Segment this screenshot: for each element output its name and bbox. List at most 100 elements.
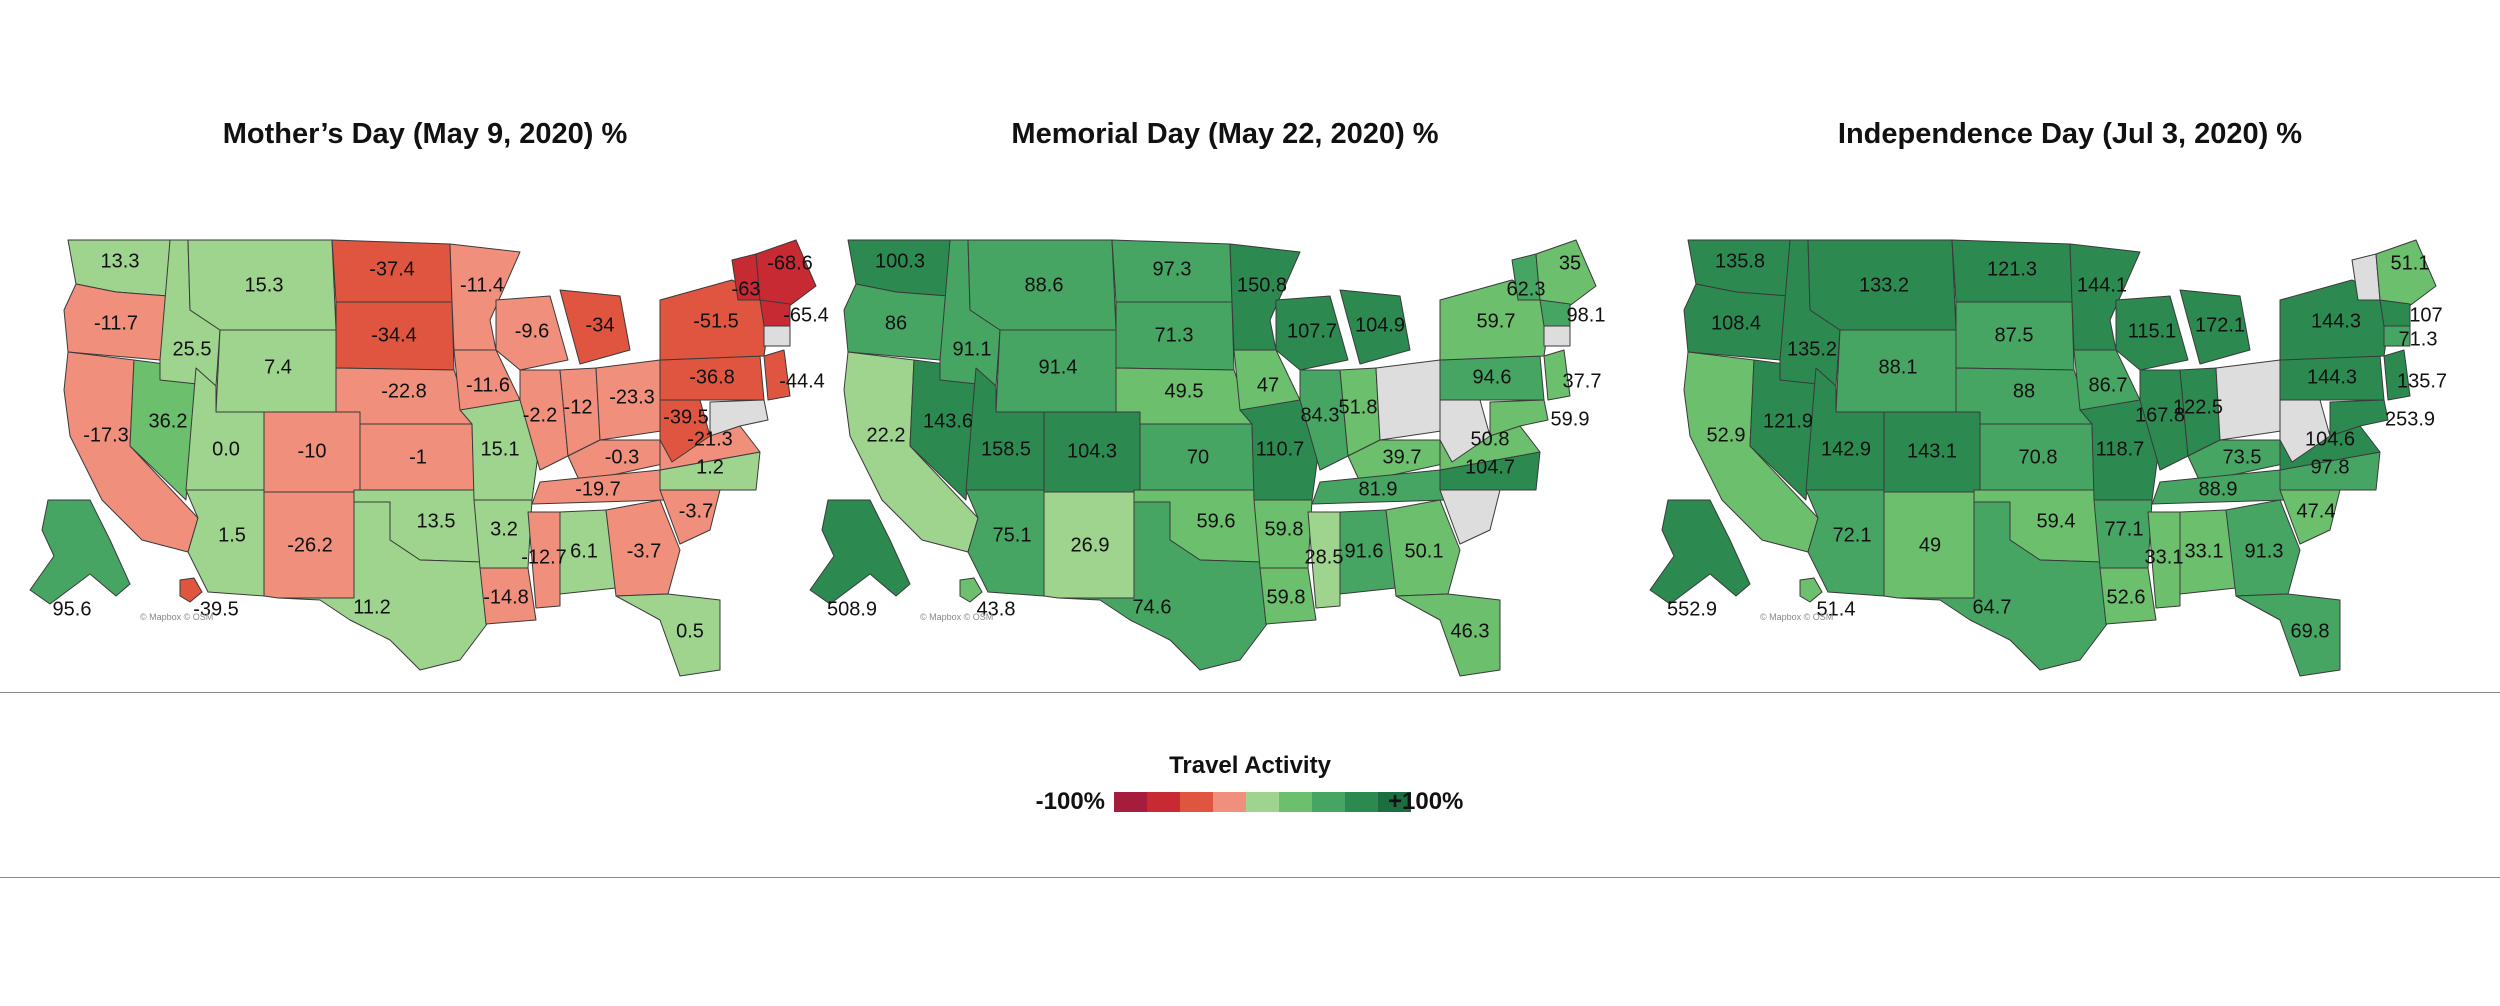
value-label-ks: 70.8 xyxy=(2019,446,2058,468)
state-me[interactable] xyxy=(2375,239,2437,317)
value-label-il: 167.8 xyxy=(2135,404,2185,426)
state-wi[interactable] xyxy=(1275,295,1349,371)
state-ga[interactable] xyxy=(605,499,681,597)
state-fl[interactable] xyxy=(2235,593,2341,677)
value-label-nj: -44.4 xyxy=(779,370,825,392)
state-me[interactable] xyxy=(1535,239,1597,317)
state-il[interactable] xyxy=(2139,369,2189,471)
value-label-ar: 3.2 xyxy=(490,518,518,540)
value-label-ut: 0.0 xyxy=(212,438,240,460)
value-label-nm: -26.2 xyxy=(287,534,333,556)
value-label-mn: 150.8 xyxy=(1237,274,1287,296)
legend-swatch-2 xyxy=(1147,792,1180,812)
state-hi[interactable] xyxy=(179,577,203,603)
state-hi[interactable] xyxy=(959,577,983,603)
state-md[interactable] xyxy=(1489,399,1549,437)
state-mi[interactable] xyxy=(559,289,631,365)
value-label-or: -11.7 xyxy=(94,312,138,334)
state-ma[interactable] xyxy=(1539,299,1571,327)
legend-swatch-1 xyxy=(1114,792,1147,812)
state-fl[interactable] xyxy=(615,593,721,677)
state-ct[interactable] xyxy=(763,325,791,347)
value-label-wy: 7.4 xyxy=(264,356,292,378)
value-label-in: -12 xyxy=(564,396,593,418)
value-label-va: 104.6 xyxy=(2305,428,2355,450)
value-label-nv: 143.6 xyxy=(923,410,973,432)
value-label-nd: -37.4 xyxy=(369,258,415,280)
value-label-hi: 43.8 xyxy=(977,598,1016,620)
state-mi[interactable] xyxy=(1339,289,1411,365)
map-attribution: © Mapbox © OSM xyxy=(1760,612,1833,622)
value-label-tx: 74.6 xyxy=(1133,596,1172,618)
state-ak[interactable] xyxy=(29,499,131,605)
state-ct[interactable] xyxy=(2383,325,2411,347)
value-label-hi: -39.5 xyxy=(193,598,239,620)
legend-max-label: +100% xyxy=(1388,788,1464,815)
state-ga[interactable] xyxy=(2225,499,2301,597)
value-label-nj: 135.7 xyxy=(2397,370,2447,392)
legend-swatch-6 xyxy=(1279,792,1312,812)
state-nj[interactable] xyxy=(2383,349,2411,401)
state-fl[interactable] xyxy=(1395,593,1501,677)
state-ms[interactable] xyxy=(1307,511,1341,609)
value-label-tx: 64.7 xyxy=(1973,596,2012,618)
value-label-md: 59.9 xyxy=(1551,408,1590,430)
map-attribution: © Mapbox © OSM xyxy=(920,612,993,622)
state-ak[interactable] xyxy=(809,499,911,605)
value-label-ar: 59.8 xyxy=(1265,518,1304,540)
choropleth-map-independence-day: 135.8 108.4 52.9 121.9 135.2 133.2 88.1 142.9 72… xyxy=(1649,239,2447,677)
state-nj[interactable] xyxy=(1543,349,1571,401)
state-la[interactable] xyxy=(479,567,537,625)
value-label-mi: -34 xyxy=(586,314,615,336)
state-ms[interactable] xyxy=(2147,511,2181,609)
value-label-wi: -9.6 xyxy=(515,320,549,342)
state-md[interactable] xyxy=(709,399,769,437)
value-label-mt: 88.6 xyxy=(1025,274,1064,296)
value-label-nc: 104.7 xyxy=(1465,456,1515,478)
value-label-ak: 552.9 xyxy=(1667,598,1717,620)
value-label-az: 75.1 xyxy=(993,524,1032,546)
state-oh[interactable] xyxy=(1375,359,1449,441)
value-label-ga: -3.7 xyxy=(627,540,661,562)
state-il[interactable] xyxy=(519,369,569,471)
state-il[interactable] xyxy=(1299,369,1349,471)
state-wi[interactable] xyxy=(495,295,569,371)
value-label-ca: 22.2 xyxy=(867,424,906,446)
value-label-wi: 107.7 xyxy=(1287,320,1337,342)
state-mi[interactable] xyxy=(2179,289,2251,365)
value-label-ne: -22.8 xyxy=(381,380,427,402)
value-label-in: 122.5 xyxy=(2173,396,2223,418)
state-wi[interactable] xyxy=(2115,295,2189,371)
value-label-ca: 52.9 xyxy=(1707,424,1746,446)
value-label-mt: 133.2 xyxy=(1859,274,1909,296)
state-md[interactable] xyxy=(2329,399,2389,437)
state-hi[interactable] xyxy=(1799,577,1823,603)
state-la[interactable] xyxy=(2099,567,2157,625)
state-ct[interactable] xyxy=(1543,325,1571,347)
value-label-ok: 59.6 xyxy=(1197,510,1236,532)
value-label-mn: 144.1 xyxy=(2077,274,2127,296)
value-label-nj: 37.7 xyxy=(1563,370,1602,392)
value-label-co: 104.3 xyxy=(1067,440,1117,462)
state-oh[interactable] xyxy=(2215,359,2289,441)
state-ga[interactable] xyxy=(1385,499,1461,597)
value-label-nm: 26.9 xyxy=(1071,534,1110,556)
value-label-ia: -11.6 xyxy=(466,374,510,396)
state-ma[interactable] xyxy=(2379,299,2411,327)
value-label-me: 51.1 xyxy=(2391,252,2430,274)
state-ms[interactable] xyxy=(527,511,561,609)
value-label-ky: 73.5 xyxy=(2223,446,2262,468)
value-label-ny: -51.5 xyxy=(693,310,739,332)
value-label-ga: 91.3 xyxy=(2245,540,2284,562)
value-label-id: 91.1 xyxy=(953,338,992,360)
state-me[interactable] xyxy=(755,239,817,317)
value-label-wa: 100.3 xyxy=(875,250,925,272)
value-label-nd: 121.3 xyxy=(1987,258,2037,280)
state-la[interactable] xyxy=(1259,567,1317,625)
value-label-ma: 98.1 xyxy=(1567,304,1606,326)
state-nj[interactable] xyxy=(763,349,791,401)
value-label-ky: 39.7 xyxy=(1383,446,1422,468)
value-label-or: 86 xyxy=(885,312,907,334)
value-label-va: -21.3 xyxy=(687,428,733,450)
state-ak[interactable] xyxy=(1649,499,1751,605)
